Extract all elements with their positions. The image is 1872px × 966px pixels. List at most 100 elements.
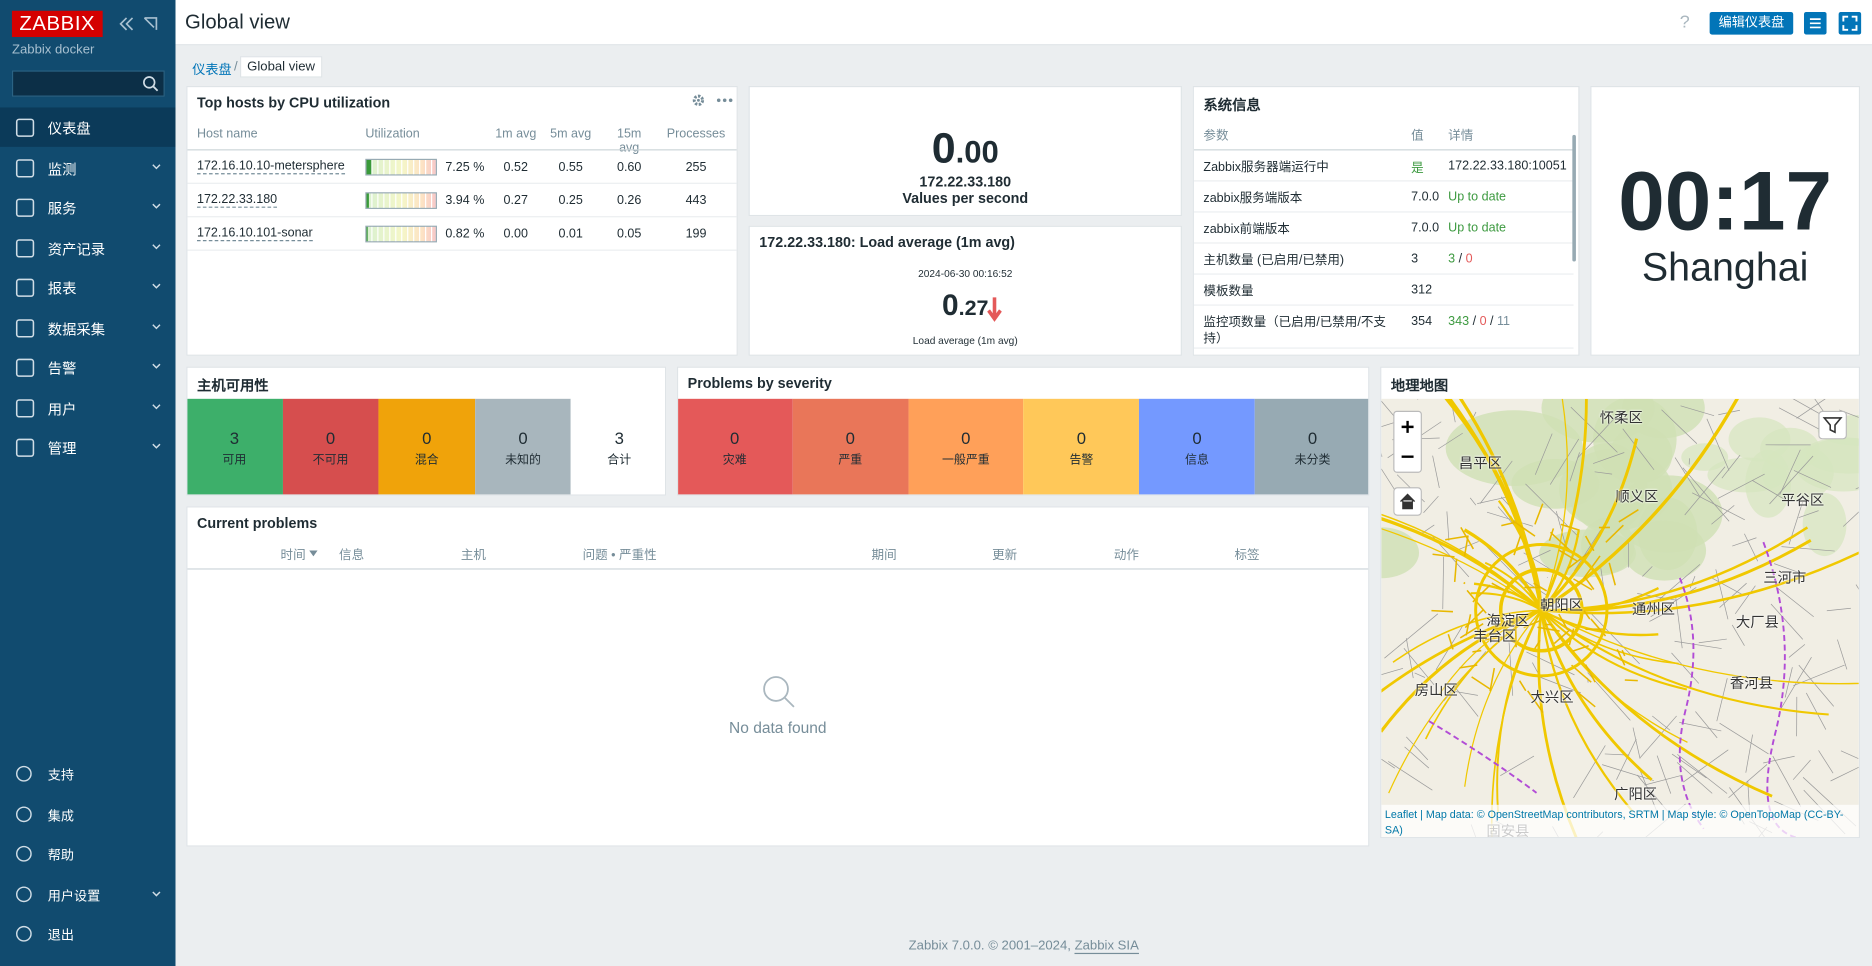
utilization-fill <box>366 160 372 175</box>
column-header: 问题 • 严重性 <box>582 548 657 563</box>
cell-label: 不可用 <box>312 453 349 467</box>
widget-title: 系统信息 <box>1203 96 1261 114</box>
status-cell[interactable]: 0 未知的 <box>474 398 572 495</box>
host-link[interactable]: 172.16.10.101-sonar <box>196 225 313 242</box>
fullscreen-button[interactable] <box>1838 11 1862 35</box>
parameter: zabbix前端版本 <box>1203 222 1290 237</box>
map-area[interactable]: 怀柔区 昌平区 顺义区 平谷区 海淀区 朝阳区 通州区 三河市 丰台区 大厂县 房山区 大兴区 香河县广… <box>1381 398 1859 838</box>
home-button[interactable] <box>1393 487 1422 516</box>
menu-item[interactable]: 服务 <box>0 187 176 226</box>
cell-label: 可用 <box>222 453 247 467</box>
bar-segment <box>419 160 421 175</box>
widget-title: 主机可用性 <box>196 377 269 395</box>
host-link[interactable]: 172.16.10.10-metersphere <box>196 158 345 175</box>
edit-button[interactable]: 编辑仪表盘 <box>1709 11 1794 35</box>
cell-label: 信息 <box>1185 453 1209 467</box>
breadcrumb-link[interactable]: 仪表盘 <box>192 63 232 78</box>
help-link[interactable]: ? <box>1679 11 1690 33</box>
status-cell[interactable]: 0 信息 <box>1139 398 1255 495</box>
menu-item[interactable]: 数据采集 <box>0 307 176 346</box>
logo[interactable]: ZABBIX <box>11 10 103 38</box>
details-part: Up to date <box>1448 189 1507 205</box>
cell-count: 0 <box>422 428 432 448</box>
more-icon[interactable] <box>716 98 733 103</box>
place-label: 昌平区 <box>1458 454 1502 472</box>
bar-segment <box>407 226 409 242</box>
sort-arrow <box>309 550 318 557</box>
zoom-out[interactable] <box>1394 442 1420 472</box>
row-divider <box>187 216 737 218</box>
empty-message: No data found <box>729 718 827 737</box>
settings-icon[interactable] <box>691 93 705 107</box>
cell-label: 合计 <box>607 453 632 467</box>
status-cell[interactable]: 0 告警 <box>1023 398 1140 495</box>
cell: 0.52 <box>503 160 528 175</box>
row-divider <box>1193 180 1574 182</box>
cell-label: 灾难 <box>722 453 747 467</box>
zoom-control <box>1393 410 1422 473</box>
place-label: 三河市 <box>1763 569 1807 587</box>
status-cell[interactable]: 0 一般严重 <box>908 398 1024 495</box>
status-cell[interactable]: 0 混合 <box>378 398 475 495</box>
footer-link[interactable]: Zabbix SIA <box>1074 938 1139 955</box>
bar-segment <box>430 226 433 242</box>
status-cell[interactable]: 0 未分类 <box>1254 398 1369 495</box>
search-box[interactable] <box>11 70 165 97</box>
column-header[interactable]: 时间 <box>280 548 306 563</box>
divider <box>187 568 1369 570</box>
menu-item[interactable]: 仪表盘 <box>0 107 176 147</box>
menu-item[interactable]: 监测 <box>0 147 176 186</box>
scrollbar-thumb[interactable] <box>1572 134 1576 262</box>
bar-segment <box>377 226 379 242</box>
utilization-label: 3.94 % <box>445 193 485 208</box>
menu-item[interactable]: 集成 <box>0 793 176 832</box>
caption: Values per second <box>902 189 1029 207</box>
menu-item[interactable]: 管理 <box>0 427 176 466</box>
parameter: Zabbix服务器端运行中 <box>1203 160 1329 175</box>
status-cell[interactable]: 0 严重 <box>792 398 909 495</box>
cell: 255 <box>685 160 707 175</box>
collapse-icon[interactable] <box>118 16 161 33</box>
menu-button[interactable] <box>1803 11 1827 35</box>
details: 343 / 0 / 11 <box>1448 314 1510 328</box>
bar-segment <box>425 160 427 175</box>
menu-label: 帮助 <box>47 848 75 864</box>
menu-icon <box>15 805 32 822</box>
map-tiles <box>1381 398 1859 838</box>
status-cell[interactable]: 3 可用 <box>187 398 283 495</box>
utilization-bar <box>365 158 437 176</box>
details-part: 11 <box>1497 314 1511 329</box>
zoom-in[interactable] <box>1394 412 1420 442</box>
column-header: 主机 <box>460 548 486 563</box>
column-header: 1m avg <box>495 126 537 141</box>
host-link[interactable]: 172.22.33.180 <box>196 192 278 208</box>
status-cell[interactable]: 0 不可用 <box>282 398 379 495</box>
status-cell[interactable]: 0 灾难 <box>678 398 793 495</box>
menu-item[interactable]: 用户 <box>0 387 176 426</box>
menu-item[interactable]: 资产记录 <box>0 227 176 266</box>
bar-segment <box>419 226 421 242</box>
menu-item[interactable]: 用户设置 <box>0 873 176 912</box>
parameter: 主机数量 (已启用/已禁用) <box>1203 253 1345 268</box>
menu-item[interactable]: 告警 <box>0 347 176 386</box>
bar-segment <box>389 226 391 242</box>
menu-item[interactable]: 报表 <box>0 267 176 306</box>
value: 7.0.0 <box>1411 189 1440 205</box>
trend-down-arrow <box>987 297 1002 322</box>
bar-segment <box>371 193 373 208</box>
menu-item[interactable]: 退出 <box>0 913 176 952</box>
menu-item[interactable]: 支持 <box>0 753 176 792</box>
menu-icon <box>15 238 35 257</box>
cell: 0.01 <box>558 226 583 242</box>
menu-icon <box>15 845 32 862</box>
status-cell[interactable]: 3 合计 <box>571 398 665 495</box>
filter-button[interactable] <box>1818 410 1847 440</box>
menu-item[interactable]: 帮助 <box>0 833 176 872</box>
column-header: 信息 <box>339 548 365 563</box>
attribution[interactable]: Leaflet | Map data: © OpenStreetMap cont… <box>1381 804 1859 838</box>
cell: 0.05 <box>616 226 642 242</box>
bar-segment <box>425 193 427 208</box>
bar-segment <box>395 226 397 242</box>
parameter: zabbix服务端版本 <box>1203 191 1303 206</box>
cell-label: 未知的 <box>505 453 541 467</box>
